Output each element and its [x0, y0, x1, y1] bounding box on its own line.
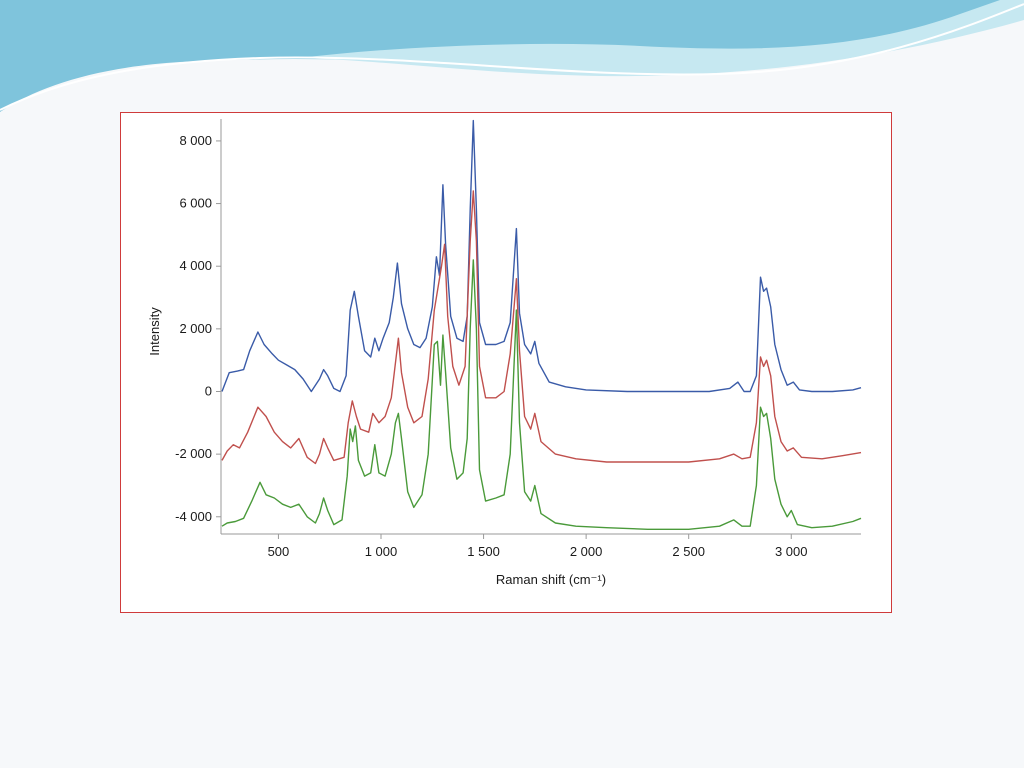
x-tick-label: 2 000 — [570, 544, 603, 559]
series-line-2 — [221, 190, 862, 465]
y-tick-label: 2 000 — [179, 321, 212, 336]
y-tick-label: 6 000 — [179, 196, 212, 211]
wave-band-light — [300, 0, 1024, 77]
y-axis: -4 000 -2 000 0 2 000 4 000 6 000 8 000 — [175, 119, 222, 534]
series-layer — [221, 119, 862, 530]
x-tick-label: 2 500 — [672, 544, 705, 559]
y-tick-label: 0 — [205, 383, 212, 398]
y-tick-label: -2 000 — [175, 446, 212, 461]
x-tick-label: 1 500 — [467, 544, 500, 559]
wave-line — [0, 3, 1024, 111]
x-tick-label: 1 000 — [365, 544, 398, 559]
header-wave-decoration — [0, 0, 1024, 112]
y-axis-title: Intensity — [147, 307, 162, 356]
y-tick-label: 8 000 — [179, 133, 212, 148]
x-axis-title: Raman shift (cm⁻¹) — [496, 572, 606, 587]
x-axis: 500 1 000 1 500 2 000 2 500 3 000 — [221, 533, 861, 559]
raman-spectrum-chart: -4 000 -2 000 0 2 000 4 000 6 000 8 000 500 1 0… — [147, 119, 862, 587]
y-tick-label: -4 000 — [175, 509, 212, 524]
series-line-3 — [221, 259, 862, 530]
y-tick-label: 4 000 — [179, 258, 212, 273]
x-tick-label: 3 000 — [775, 544, 808, 559]
x-tick-label: 500 — [268, 544, 290, 559]
series-line-1 — [221, 119, 862, 393]
chart-frame: -4 000 -2 000 0 2 000 4 000 6 000 8 000 500 1 0… — [120, 112, 892, 613]
plot-area — [221, 119, 861, 534]
